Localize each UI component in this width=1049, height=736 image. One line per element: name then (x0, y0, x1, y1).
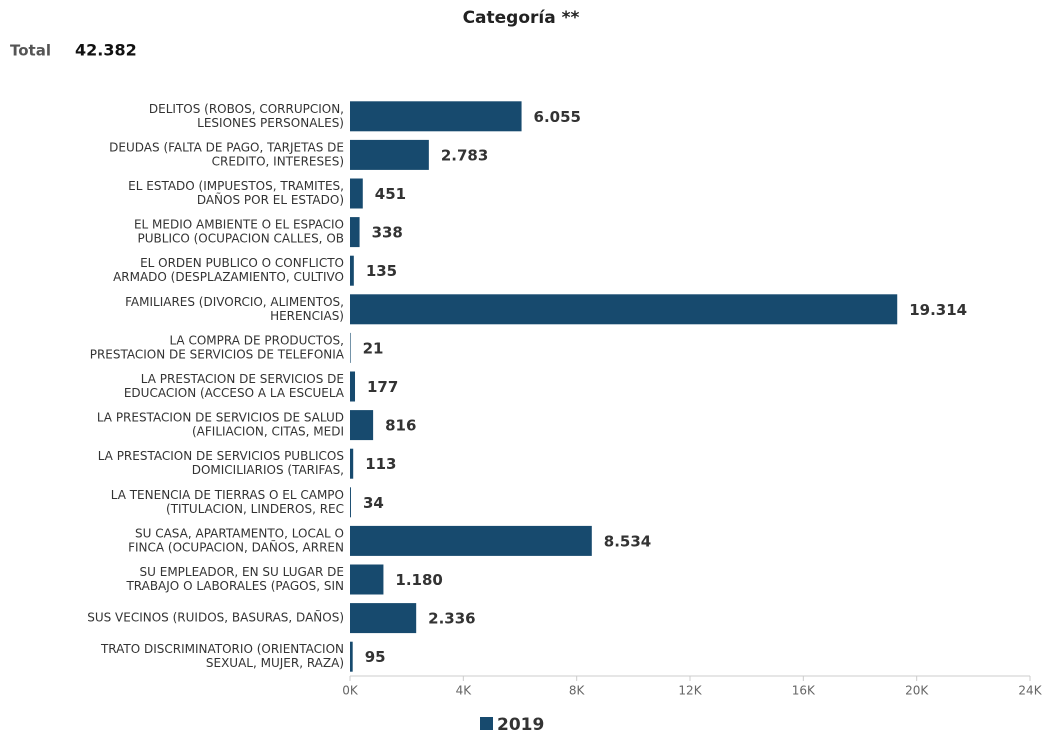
legend-label: 2019 (497, 715, 544, 735)
category-label: HERENCIAS) (270, 309, 344, 323)
bar (350, 139, 429, 170)
value-label: 8.534 (604, 532, 651, 550)
bar (350, 641, 353, 672)
category-label: EL MEDIO AMBIENTE O EL ESPACIO (134, 218, 344, 232)
bar (350, 410, 374, 441)
bar (350, 101, 522, 132)
category-label: EL ORDEN PUBLICO O CONFLICTO (140, 256, 344, 270)
x-tick-label: 8K (569, 684, 586, 698)
value-label: 451 (375, 185, 406, 203)
category-label: PRESTACION DE SERVICIOS DE TELEFONIA (90, 347, 345, 361)
category-label: LA PRESTACION DE SERVICIOS PUBLICOS (98, 449, 344, 463)
value-label: 113 (365, 455, 396, 473)
x-tick-label: 0K (342, 684, 359, 698)
bar (350, 217, 360, 248)
value-label: 2.783 (441, 146, 488, 164)
category-label: (AFILIACION, CITAS, MEDI (192, 425, 344, 439)
value-label: 34 (363, 494, 384, 512)
category-label: EL ESTADO (IMPUESTOS, TRAMITES, (128, 179, 344, 193)
category-label: ARMADO (DESPLAZAMIENTO, CULTIVO (113, 270, 344, 284)
category-label: LA PRESTACION DE SERVICIOS DE (141, 372, 344, 386)
x-tick-label: 12K (678, 684, 702, 698)
value-label: 177 (367, 378, 398, 396)
bar (350, 564, 384, 595)
value-label: 6.055 (534, 108, 581, 126)
value-label: 2.336 (428, 610, 475, 628)
category-label: LA TENENCIA DE TIERRAS O EL CAMPO (111, 488, 344, 502)
x-tick-label: 4K (456, 684, 473, 698)
value-label: 816 (385, 417, 416, 435)
total-value: 42.382 (75, 41, 137, 60)
bar (350, 448, 354, 479)
bar (350, 178, 363, 209)
legend-swatch (480, 717, 493, 730)
x-tick-label: 16K (792, 684, 816, 698)
category-label: LESIONES PERSONALES) (197, 116, 344, 130)
category-label: SU CASA, APARTAMENTO, LOCAL O (135, 526, 344, 540)
bar (350, 603, 417, 634)
category-label: DEUDAS (FALTA DE PAGO, TARJETAS DE (109, 140, 344, 154)
chart-title: Categoría ** (463, 8, 580, 28)
bar (350, 487, 351, 518)
value-label: 338 (372, 224, 403, 242)
category-label: (TITULACION, LINDEROS, REC (166, 502, 344, 516)
x-tick-label: 20K (905, 684, 929, 698)
category-label: LA PRESTACION DE SERVICIOS DE SALUD (97, 411, 344, 425)
category-label: FAMILIARES (DIVORCIO, ALIMENTOS, (125, 295, 344, 309)
category-label: LA COMPRA DE PRODUCTOS, (169, 333, 344, 347)
bar (350, 332, 351, 363)
value-label: 19.314 (909, 301, 967, 319)
category-label: CREDITO, INTERESES) (212, 154, 344, 168)
category-label: EDUCACION (ACCESO A LA ESCUELA (124, 386, 345, 400)
total-label: Total (10, 42, 51, 60)
category-label: PUBLICO (OCUPACION CALLES, OB (138, 232, 345, 246)
bar (350, 255, 354, 286)
category-label: DELITOS (ROBOS, CORRUPCION, (149, 102, 344, 116)
bar (350, 371, 356, 402)
x-tick-label: 24K (1018, 684, 1042, 698)
value-label: 21 (363, 339, 384, 357)
category-label: DOMICILIARIOS (TARIFAS, (192, 463, 344, 477)
category-label: DAÑOS POR EL ESTADO) (197, 192, 344, 207)
category-label: SU EMPLEADOR, EN SU LUGAR DE (140, 565, 344, 579)
category-label: TRATO DISCRIMINATORIO (ORIENTACION (100, 642, 344, 656)
category-label: SUS VECINOS (RUIDOS, BASURAS, DAÑOS) (87, 610, 344, 625)
category-label: TRABAJO O LABORALES (PAGOS, SIN (125, 579, 344, 593)
value-label: 135 (366, 262, 397, 280)
bar (350, 294, 898, 325)
category-label: FINCA (OCUPACION, DAÑOS, ARREN (128, 539, 344, 554)
value-label: 95 (365, 648, 386, 666)
category-label: SEXUAL, MUJER, RAZA) (206, 656, 344, 670)
value-label: 1.180 (395, 571, 442, 589)
bar (350, 525, 592, 556)
